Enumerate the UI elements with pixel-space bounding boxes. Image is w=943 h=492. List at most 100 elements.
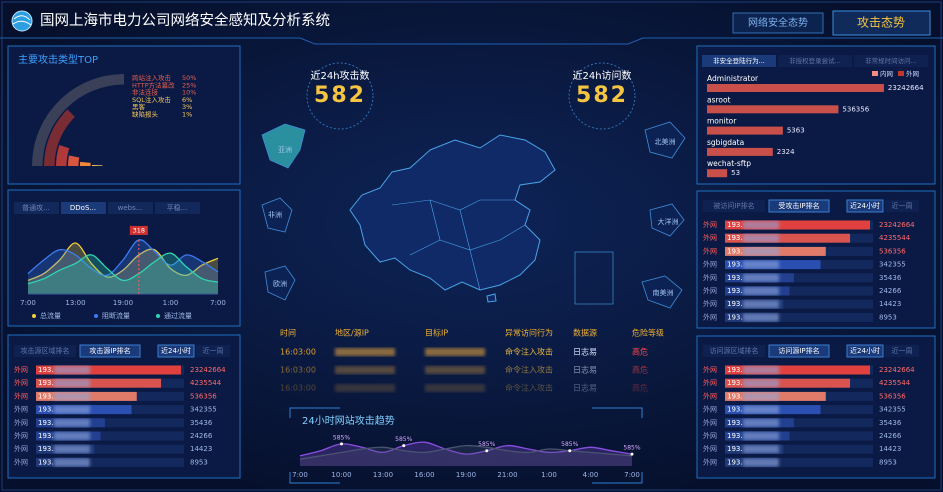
tab-box[interactable]: [768, 344, 830, 358]
tab[interactable]: webs...: [118, 204, 143, 212]
x-tick-label: 19:00: [456, 471, 476, 479]
tab-box[interactable]: [157, 344, 195, 358]
tab[interactable]: 攻击源区域排名: [21, 346, 70, 355]
row-value: 23242664: [879, 221, 915, 229]
tab[interactable]: DDoS...: [70, 204, 96, 212]
tab-box[interactable]: [885, 200, 919, 212]
tab-box[interactable]: [108, 202, 153, 214]
legend-label: 缺陷报头: [132, 110, 159, 119]
x-tick-label: 16:00: [414, 471, 434, 479]
row-label: 193.: [727, 234, 743, 242]
tab[interactable]: 非安全登陆行为...: [713, 56, 765, 65]
tab-box[interactable]: [732, 12, 824, 34]
masked-text: [743, 234, 779, 243]
area-fill: [28, 239, 218, 294]
ring: [306, 62, 374, 130]
row-value: 53: [731, 169, 740, 177]
tab[interactable]: 访问源IP排名: [778, 346, 819, 355]
masked-text: [54, 445, 90, 454]
row-label: 193.: [38, 392, 54, 400]
tab-box[interactable]: [703, 200, 765, 212]
tab[interactable]: 普通攻...: [22, 203, 50, 212]
row-label: 193.: [727, 458, 743, 466]
event-row: 16:03:00 命令注入攻击 日志易 高危: [280, 365, 648, 375]
row-label: 193.: [38, 445, 54, 453]
row-label: Administrator: [707, 74, 759, 83]
tab-active[interactable]: 攻击态势: [857, 16, 905, 30]
china-map: [349, 134, 614, 305]
tab[interactable]: 网络安全态势: [748, 16, 808, 29]
tab[interactable]: 近24小时: [161, 346, 191, 355]
x-tick-label: 19:00: [113, 299, 133, 307]
tab-box[interactable]: [846, 344, 884, 358]
radial-bar: [56, 144, 70, 166]
tab[interactable]: 非授权登录尝试...: [789, 56, 841, 65]
tab-box[interactable]: [79, 344, 141, 358]
cell: 高危: [632, 365, 648, 375]
tab-box[interactable]: [846, 199, 884, 213]
ring: [568, 62, 636, 130]
legend-label: SQL注入攻击: [132, 95, 171, 104]
row-group: 外网: [703, 220, 717, 229]
radial-bar: [32, 74, 124, 166]
tab-box[interactable]: [885, 345, 919, 357]
row-value: 14423: [879, 445, 901, 453]
legend-label: 通过流量: [164, 311, 192, 320]
tab[interactable]: 近一周: [892, 346, 913, 355]
bar: [707, 105, 839, 114]
tab[interactable]: 近24小时: [850, 201, 880, 210]
row-value: 24266: [190, 432, 213, 440]
annotation-dot: [630, 452, 634, 456]
tab[interactable]: 被访问IP排名: [713, 201, 754, 210]
world-shapes: [261, 121, 686, 309]
row-label: monitor: [707, 117, 737, 126]
tab[interactable]: 近24小时: [850, 346, 880, 355]
tab-box-active[interactable]: [832, 10, 931, 36]
tab[interactable]: 近一周: [892, 201, 913, 210]
radial-bar: [44, 109, 75, 166]
annotation-dot: [402, 444, 406, 448]
row-label: asroot: [707, 95, 731, 104]
tab-box[interactable]: [14, 202, 59, 214]
tab[interactable]: 受攻击IP排名: [778, 201, 819, 210]
column-header: 目标IP: [425, 328, 448, 338]
tab[interactable]: 访问源区域排名: [710, 346, 759, 355]
row-label: 193.: [727, 432, 743, 440]
tab-box[interactable]: [768, 199, 830, 213]
row-group: 外网: [703, 391, 717, 400]
row-bg: [725, 299, 873, 309]
tab-box[interactable]: [14, 345, 76, 357]
line: [299, 441, 633, 457]
row-value: 23242664: [190, 366, 226, 374]
column-header: 危险等级: [632, 328, 664, 338]
page-title: 国网上海市电力公司网络安全感知及分析系统: [40, 11, 330, 29]
legend-label: 阻断流量: [102, 311, 130, 320]
tab-box[interactable]: [155, 202, 200, 214]
tab[interactable]: 攻击源IP排名: [89, 346, 130, 355]
tab[interactable]: 近一周: [203, 346, 224, 355]
cell: 高危: [632, 383, 648, 393]
continent: [261, 123, 306, 169]
tab[interactable]: 平稳...: [167, 203, 188, 212]
stat-value: 582: [576, 83, 628, 108]
legend-value: 25%: [182, 81, 196, 89]
row-value: 342355: [879, 406, 906, 414]
tab-box[interactable]: [703, 345, 765, 357]
tab-box[interactable]: [196, 345, 230, 357]
tab-box[interactable]: [61, 202, 106, 214]
cell: 日志易: [573, 383, 597, 393]
tab-box[interactable]: [854, 55, 928, 67]
row-value: 4235544: [879, 234, 911, 242]
row-label: 193.: [38, 419, 54, 427]
area-fill: [300, 445, 632, 466]
event-row: 16:03:00 命令注入攻击 日志易 高危: [280, 347, 648, 357]
row-value: 342355: [190, 406, 217, 414]
china-outline: [349, 134, 556, 291]
bar: [707, 126, 783, 135]
masked-text: [743, 300, 779, 309]
masked-text: [743, 273, 779, 282]
tab-box[interactable]: [778, 55, 852, 67]
tab-box[interactable]: [702, 55, 776, 67]
row-value: 35436: [879, 419, 902, 427]
tab[interactable]: 非常规时间访问...: [865, 56, 917, 65]
